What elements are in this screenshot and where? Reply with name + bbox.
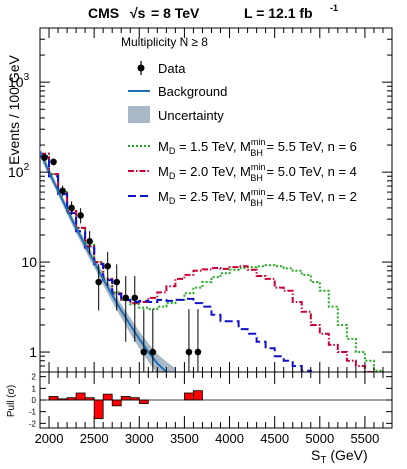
- data-point: [131, 276, 139, 342]
- legend-label-background: Background: [158, 84, 227, 99]
- y-tick-label: 103: [8, 72, 30, 90]
- x-tick-label: 4500: [260, 431, 289, 446]
- pull-axis-title: Pull (σ): [6, 385, 17, 417]
- pull-plot: -2 -1 0 1 2: [29, 371, 393, 429]
- x-tick-label: 2000: [35, 431, 64, 446]
- data-marker: [86, 238, 93, 245]
- legend-uncertainty-swatch: [128, 106, 150, 123]
- y-tick-label: 102: [8, 162, 30, 180]
- pull-y-tick-label: 0: [32, 396, 37, 405]
- legend-label-signal-3: MD = 2.5 TeV, Mmin BH = 4.5 TeV, n = 2: [158, 187, 357, 208]
- legend-label-uncertainty: Uncertainty: [158, 108, 224, 123]
- data-point: [113, 264, 121, 311]
- energy-value: = 8 TeV: [151, 5, 200, 21]
- data-point: [68, 201, 75, 215]
- legend-entry-uncertainty: Uncertainty: [128, 106, 224, 123]
- energy-prefix: √s: [130, 5, 146, 21]
- data-point: [104, 251, 111, 287]
- data-point: [149, 309, 157, 372]
- data-marker: [122, 294, 130, 302]
- x-tick-label: 3500: [170, 431, 199, 446]
- x-axis-title-sub: T: [320, 455, 326, 466]
- data-marker: [59, 187, 66, 195]
- y-tick-label: 10: [21, 254, 37, 270]
- x-tick-label: 5000: [305, 431, 334, 446]
- data-marker: [194, 348, 202, 356]
- data-marker: [41, 154, 48, 161]
- cms-label: CMS: [88, 5, 119, 21]
- pull-bar: [184, 392, 194, 401]
- data-point: [95, 264, 102, 311]
- data-marker: [50, 158, 57, 166]
- lumi-exponent: -1: [330, 3, 338, 13]
- x-tick-label: 4000: [215, 431, 244, 446]
- pull-y-tick-label: 2: [32, 373, 37, 382]
- data-point: [140, 309, 148, 372]
- x-axis-title: ST (GeV): [311, 447, 368, 466]
- data-marker: [77, 212, 84, 219]
- pull-bar: [193, 390, 203, 401]
- legend-entry-data: Data: [137, 61, 186, 76]
- main-plot: 1 10 102 103: [8, 27, 393, 373]
- legend-entry-signal-2: MD = 2.0 TeV, Mmin BH = 5.0 TeV, n = 4: [128, 162, 357, 183]
- pull-bar: [102, 393, 113, 401]
- lumi-label: L = 12.1 fb: [244, 5, 313, 21]
- legend-entry-background: Background: [128, 84, 227, 99]
- data-point: [41, 154, 48, 161]
- data-marker: [95, 278, 102, 286]
- data-point: [50, 158, 57, 166]
- pull-bar: [120, 396, 131, 401]
- y-tick-label: 1: [29, 344, 37, 360]
- legend-label-signal-1: MD = 1.5 TeV, Mmin BH = 5.5 TeV, n = 6: [158, 137, 357, 158]
- x-tick-label: 2500: [80, 431, 109, 446]
- data-point: [77, 208, 84, 224]
- data-marker: [131, 294, 139, 302]
- data-marker: [185, 348, 193, 356]
- legend-entry-signal-3: MD = 2.5 TeV, Mmin BH = 4.5 TeV, n = 2: [128, 187, 357, 208]
- pull-bar: [138, 399, 149, 404]
- y-axis-title: Events / 100 GeV: [6, 54, 22, 164]
- data-marker: [113, 278, 121, 286]
- legend-title: Multiplicity N ≥ 8: [121, 35, 208, 49]
- legend-label-signal-2: MD = 2.0 TeV, Mmin BH = 5.0 TeV, n = 4: [158, 162, 357, 183]
- signal-1-line: [40, 152, 384, 372]
- pull-y-tick-label: 1: [32, 384, 37, 393]
- pull-bar: [111, 399, 122, 407]
- pull-y-tick-label: -2: [29, 419, 37, 428]
- x-tick-label: 5500: [350, 431, 379, 446]
- data-marker: [68, 204, 75, 212]
- data-point: [185, 309, 193, 372]
- signal-2-line: [40, 152, 375, 372]
- x-axis-title-main: S: [311, 447, 320, 463]
- pull-y-tick-label: -1: [29, 408, 37, 417]
- data-marker: [149, 348, 157, 356]
- data-marker: [140, 348, 148, 356]
- legend: Multiplicity N ≥ 8 Data Background Uncert…: [121, 35, 357, 208]
- data-point: [122, 276, 130, 342]
- data-marker: [104, 262, 111, 270]
- pull-bar: [93, 399, 104, 420]
- data-point: [194, 309, 202, 372]
- pull-bar: [75, 392, 86, 401]
- legend-data-marker: [137, 64, 145, 72]
- x-tick-label: 3000: [125, 431, 154, 446]
- legend-entry-signal-1: MD = 1.5 TeV, Mmin BH = 5.5 TeV, n = 6: [128, 137, 357, 158]
- data-point: [86, 231, 93, 254]
- legend-label-data: Data: [158, 61, 186, 76]
- pull-bar: [48, 396, 59, 401]
- x-axis-title-unit: (GeV): [326, 447, 367, 463]
- data-point: [59, 185, 66, 197]
